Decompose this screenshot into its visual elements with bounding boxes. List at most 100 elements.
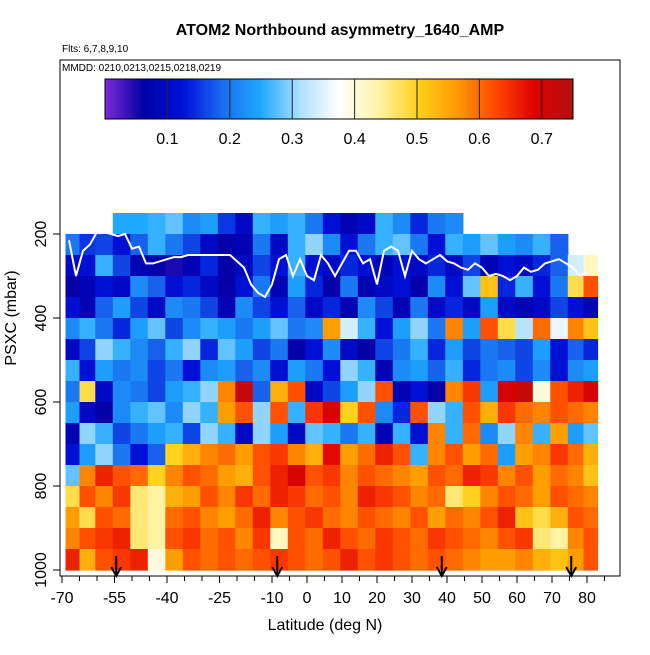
- heatmap-cell: [235, 528, 254, 550]
- heatmap-cell: [375, 381, 394, 403]
- heatmap-cells: [65, 213, 599, 571]
- heatmap-cell: [287, 360, 306, 382]
- heatmap-cell: [583, 528, 599, 550]
- colorbar-gradient: [104, 78, 574, 120]
- heatmap-cell: [217, 255, 236, 277]
- heatmap-cell: [200, 549, 219, 571]
- heatmap-cell: [340, 423, 359, 445]
- heatmap-cell: [567, 381, 585, 403]
- colorbar-tick-label: 0.4: [343, 131, 365, 148]
- heatmap-cell: [322, 276, 341, 298]
- heatmap-cell: [567, 465, 585, 487]
- heatmap-cell: [567, 339, 585, 361]
- heatmap-cell: [357, 381, 376, 403]
- heatmap-cell: [583, 402, 599, 424]
- heatmap-cell: [392, 423, 411, 445]
- heatmap-cell: [357, 297, 376, 319]
- heatmap-cell: [95, 423, 114, 445]
- heatmap-cell: [462, 318, 481, 340]
- heatmap-cell: [147, 549, 166, 571]
- heatmap-cell: [567, 276, 585, 298]
- heatmap-cell: [287, 402, 306, 424]
- heatmap-cell: [515, 318, 534, 340]
- heatmap-cell: [165, 234, 184, 256]
- heatmap-cell: [112, 507, 131, 529]
- heatmap-cell: [445, 381, 464, 403]
- heatmap-cell: [462, 276, 481, 298]
- heatmap-cell: [567, 318, 585, 340]
- heatmap-cell: [515, 528, 534, 550]
- y-axis-label: PSXC (mbar): [3, 270, 20, 365]
- heatmap-cell: [497, 486, 516, 508]
- heatmap-cell: [497, 402, 516, 424]
- heatmap-cell: [392, 402, 411, 424]
- heatmap-cell: [200, 234, 219, 256]
- heatmap-cell: [357, 465, 376, 487]
- tropopause-line: [68, 230, 588, 299]
- heatmap-cell: [375, 318, 394, 340]
- heatmap-cell: [79, 381, 96, 403]
- heatmap-cell: [65, 549, 81, 571]
- heatmap-cell: [340, 318, 359, 340]
- heatmap-cell: [217, 486, 236, 508]
- heatmap-cell: [200, 381, 219, 403]
- heatmap-cell: [410, 318, 429, 340]
- y-tick-label: 600: [33, 389, 50, 416]
- heatmap-cell: [79, 402, 96, 424]
- heatmap-cell: [305, 528, 324, 550]
- heatmap-cell: [112, 528, 131, 550]
- heatmap-cell: [462, 381, 481, 403]
- heatmap-cell: [410, 528, 429, 550]
- heatmap-cell: [147, 339, 166, 361]
- heatmap-cell: [392, 381, 411, 403]
- heatmap-cell: [182, 549, 201, 571]
- heatmap-cell: [375, 234, 394, 256]
- heatmap-cell: [497, 234, 516, 256]
- heatmap-cell: [305, 360, 324, 382]
- heatmap-cell: [287, 381, 306, 403]
- y-tick-label: 200: [33, 221, 50, 248]
- heatmap-cell: [79, 297, 96, 319]
- heatmap-cell: [427, 465, 446, 487]
- heatmap-cell: [200, 507, 219, 529]
- heatmap-cell: [340, 255, 359, 277]
- heatmap-cell: [427, 381, 446, 403]
- heatmap-cell: [287, 465, 306, 487]
- heatmap-cell: [200, 528, 219, 550]
- heatmap-cell: [583, 276, 599, 298]
- heatmap-cell: [252, 423, 271, 445]
- heatmap-cell: [515, 465, 534, 487]
- heatmap-cell: [532, 360, 551, 382]
- heatmap-cell: [79, 339, 96, 361]
- heatmap-cell: [130, 549, 149, 571]
- heatmap-cell: [235, 255, 254, 277]
- y-tick-label: 1000: [33, 552, 50, 588]
- heatmap-cell: [200, 297, 219, 319]
- heatmap-cell: [515, 234, 534, 256]
- heatmap-cell: [392, 528, 411, 550]
- heatmap-cell: [147, 255, 166, 277]
- heatmap-cell: [550, 402, 569, 424]
- heatmap-cell: [532, 423, 551, 445]
- heatmap-cell: [182, 528, 201, 550]
- heatmap-cell: [550, 276, 569, 298]
- heatmap-cell: [130, 444, 149, 466]
- heatmap-cell: [147, 507, 166, 529]
- heatmap-cell: [497, 360, 516, 382]
- heatmap-cell: [130, 486, 149, 508]
- heatmap-cell: [357, 549, 376, 571]
- heatmap-cell: [550, 234, 569, 256]
- heatmap-cell: [165, 255, 184, 277]
- heatmap-cell: [410, 444, 429, 466]
- heatmap-cell: [252, 381, 271, 403]
- heatmap-cell: [532, 507, 551, 529]
- heatmap-cell: [95, 444, 114, 466]
- heatmap-cell: [65, 297, 81, 319]
- heatmap-cell: [270, 276, 289, 298]
- heatmap-cell: [79, 360, 96, 382]
- heatmap-cell: [462, 549, 481, 571]
- heatmap-cell: [217, 402, 236, 424]
- heatmap-cell: [235, 297, 254, 319]
- heatmap-cell: [287, 213, 306, 235]
- heatmap-cell: [340, 402, 359, 424]
